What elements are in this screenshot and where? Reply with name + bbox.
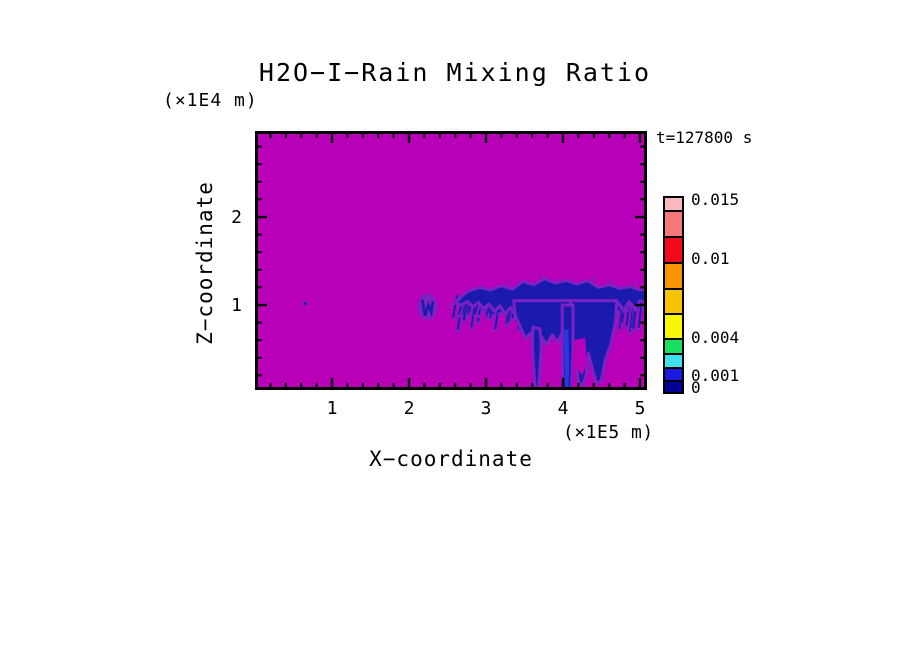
y-tick-label-1: 1 [231, 295, 242, 316]
purple-speck [592, 276, 596, 280]
purple-speck [609, 280, 613, 283]
rain-shaft-left [530, 325, 543, 393]
purple-speck [542, 274, 546, 278]
x-tick-label-3: 3 [480, 398, 492, 419]
plot-frame [255, 131, 647, 390]
x-tick-label-4: 4 [557, 398, 569, 419]
field-gap [572, 350, 576, 392]
x-axis-title: X−coordinate [369, 447, 533, 471]
colorbar-segment-4 [663, 288, 684, 315]
y-axis-unit-label: (×1E4 m) [163, 90, 258, 111]
y-axis-title: Z−coordinate [193, 181, 217, 345]
x-tick-label-2: 2 [403, 398, 415, 419]
colorbar-label-0.001: 0.001 [691, 366, 740, 385]
x-tick-label-1: 1 [326, 398, 338, 419]
rain-streak [452, 295, 459, 318]
heatmap-plot [255, 131, 649, 393]
colorbar-segment-5 [663, 313, 684, 340]
field-notch [573, 337, 587, 376]
colorbar-segment-3 [663, 262, 684, 290]
colorbar-segment-9 [663, 380, 684, 394]
purple-speck [447, 303, 451, 306]
echo-blob-core [420, 299, 435, 317]
purple-speck [634, 282, 638, 285]
chart-title: H2O−I−Rain Mixing Ratio [258, 58, 652, 87]
rain-shaft-core [563, 329, 570, 392]
x-axis-unit-label: (×1E5 m) [563, 422, 654, 443]
colorbar-segment-2 [663, 236, 684, 264]
field-speck [304, 302, 307, 305]
colorbar-segment-1 [663, 210, 684, 238]
purple-speck [507, 281, 511, 284]
colorbar-label-0.015: 0.015 [691, 190, 740, 209]
x-tick-label-5: 5 [634, 398, 646, 419]
timestamp-label: t=127800 s [656, 128, 753, 147]
y-tick-label-2: 2 [231, 207, 242, 228]
colorbar-label-0.004: 0.004 [691, 328, 740, 347]
purple-speck [450, 306, 454, 310]
colorbar-label-0: 0 [691, 378, 701, 397]
plot-area [255, 131, 649, 393]
colorbar-label-0.01: 0.01 [691, 249, 730, 268]
